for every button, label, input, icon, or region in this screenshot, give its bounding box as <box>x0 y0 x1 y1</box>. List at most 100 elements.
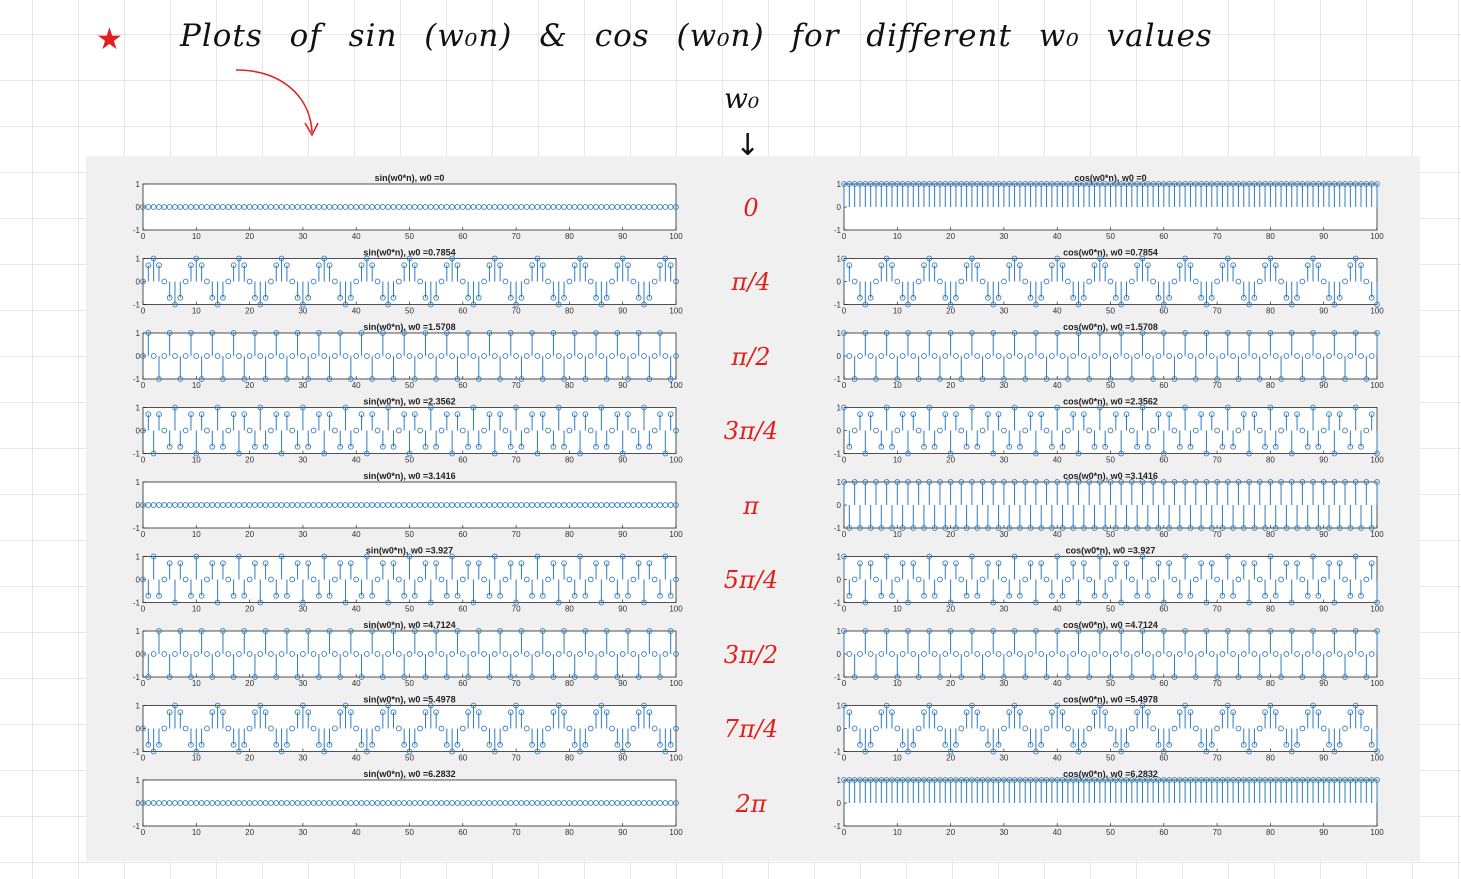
stem-marker <box>878 443 885 450</box>
stem-marker <box>518 709 525 716</box>
stem-marker <box>145 502 152 508</box>
stem-marker <box>417 278 424 285</box>
stem-marker <box>963 443 970 450</box>
stem-marker <box>289 427 296 434</box>
stem-marker <box>321 502 328 508</box>
stem-marker <box>337 294 344 301</box>
stem-marker <box>609 278 615 285</box>
stem-marker <box>947 628 954 634</box>
x-tick-label: 0 <box>141 307 146 316</box>
stem-marker <box>1352 702 1359 709</box>
stem-marker <box>1134 353 1141 359</box>
stem-marker <box>979 777 986 783</box>
stem-marker <box>1054 330 1061 336</box>
stem-marker <box>630 353 637 359</box>
stem-marker <box>1304 353 1311 359</box>
stem-marker <box>577 502 583 508</box>
x-tick-label: 80 <box>1266 679 1275 688</box>
stem-marker <box>348 376 354 382</box>
stem-marker <box>246 427 253 434</box>
stem-marker <box>598 599 605 606</box>
stem-marker <box>937 777 943 783</box>
stem-marker <box>1107 181 1114 187</box>
stem-marker <box>550 674 557 680</box>
stem-marker <box>883 255 890 262</box>
stem-marker <box>1001 376 1007 382</box>
stem-marker <box>422 502 429 508</box>
stem-marker <box>145 592 152 599</box>
stem-marker <box>454 411 461 418</box>
x-tick-label: 30 <box>298 456 307 465</box>
stem-marker <box>1166 777 1172 783</box>
stem-marker <box>166 294 173 301</box>
stem-marker <box>417 204 424 210</box>
stem-marker <box>257 651 264 657</box>
stem-marker <box>1315 709 1322 716</box>
stem-marker <box>459 800 466 806</box>
stem-marker <box>937 181 943 187</box>
stem-marker <box>1256 725 1263 732</box>
stem-marker <box>1251 181 1258 187</box>
stem-marker <box>1219 525 1226 531</box>
stem-marker <box>603 560 610 567</box>
stem-marker <box>1176 525 1183 531</box>
stem-marker <box>385 502 392 508</box>
stem-marker <box>209 294 216 301</box>
stem-marker <box>236 450 242 457</box>
stem-marker <box>145 262 152 269</box>
stem-marker <box>979 725 986 732</box>
stem-marker <box>401 330 408 336</box>
stem-marker <box>582 628 589 634</box>
stem-marker <box>422 800 429 806</box>
stem-marker <box>316 411 322 418</box>
stem-marker <box>294 443 301 450</box>
stem-marker <box>1262 777 1268 783</box>
stem-marker <box>427 404 434 411</box>
x-tick-label: 70 <box>1213 754 1222 763</box>
stem-marker <box>513 204 519 210</box>
stem-marker <box>1091 262 1098 269</box>
stem-marker <box>1171 674 1178 680</box>
stem-marker <box>1080 525 1087 531</box>
stem-marker <box>1155 525 1162 531</box>
stem-marker <box>1358 181 1364 187</box>
stem-marker <box>497 204 503 210</box>
stem-marker <box>465 502 471 508</box>
stem-marker <box>889 651 895 657</box>
stem-marker <box>1054 404 1061 411</box>
stem-marker <box>374 576 381 583</box>
title-star-icon: ★ <box>96 22 123 57</box>
stem-marker <box>1043 376 1050 382</box>
stem-marker <box>1230 709 1236 716</box>
stem-marker <box>1043 576 1050 583</box>
stem-marker <box>1112 525 1119 531</box>
stem-marker <box>204 353 210 359</box>
stem-marker <box>1176 651 1183 657</box>
stem-marker <box>1331 777 1338 783</box>
stem-marker <box>257 204 264 210</box>
stem-marker <box>990 628 997 634</box>
stem-marker <box>156 592 162 599</box>
stem-marker <box>1006 592 1013 599</box>
stem-marker <box>305 628 312 634</box>
stem-marker <box>1368 525 1375 531</box>
stem-marker <box>497 741 503 748</box>
stem-marker <box>369 376 376 382</box>
stem-marker <box>193 450 200 457</box>
stem-marker <box>332 576 338 583</box>
x-tick-label: 60 <box>1159 754 1168 763</box>
stem-marker <box>326 411 333 418</box>
stem-marker <box>1246 628 1252 634</box>
x-tick-label: 70 <box>1213 381 1222 390</box>
stem-marker <box>380 204 386 210</box>
plot-title: sin(w0*n), w0 =2.3562 <box>363 397 455 407</box>
stem-marker <box>641 599 647 606</box>
stem-marker <box>1038 353 1045 359</box>
stem-marker <box>561 204 567 210</box>
stem-marker <box>1080 294 1087 301</box>
stem-marker <box>1347 651 1354 657</box>
stem-marker <box>867 411 874 418</box>
stem-marker <box>294 674 301 680</box>
